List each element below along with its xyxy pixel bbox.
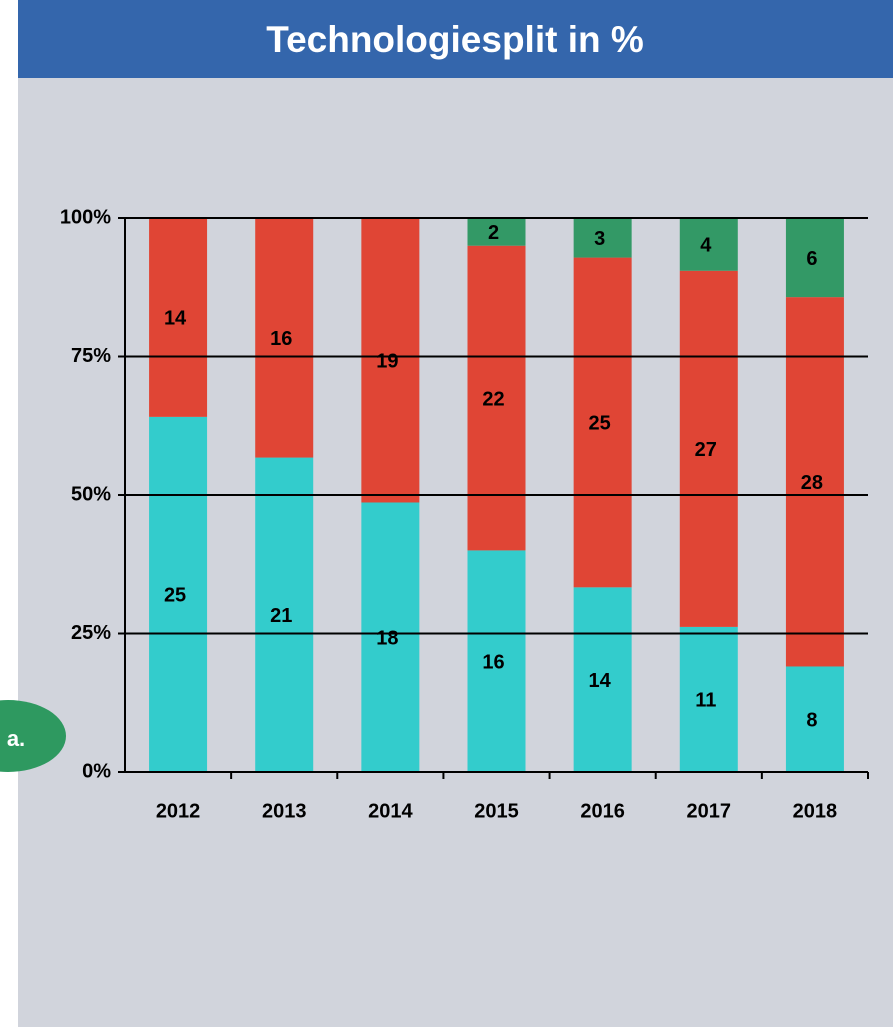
data-label: 28	[801, 472, 823, 494]
data-label: 27	[695, 439, 717, 461]
data-label: 25	[589, 413, 611, 435]
y-tick-label: 50%	[71, 483, 111, 505]
y-tick-label: 0%	[82, 760, 111, 782]
bar-segment	[573, 218, 632, 258]
bar-segment	[679, 218, 738, 271]
title-banner	[18, 0, 893, 78]
bar-segment	[679, 626, 738, 772]
data-label: 21	[270, 605, 292, 627]
x-tick-label: 2018	[793, 800, 838, 822]
data-label: 6	[806, 248, 817, 270]
data-label: 16	[482, 651, 504, 673]
data-label: 8	[806, 710, 817, 732]
data-label: 3	[594, 228, 605, 250]
bar-segment	[785, 297, 844, 667]
data-label: 14	[164, 308, 187, 330]
x-tick-label: 2017	[687, 800, 732, 822]
y-tick-label: 25%	[71, 622, 111, 644]
data-label: 19	[376, 351, 398, 373]
x-tick-label: 2014	[368, 800, 413, 822]
x-tick-label: 2012	[156, 800, 201, 822]
bar-segment	[573, 587, 632, 772]
bar-segment	[361, 502, 420, 772]
annotation: a.	[7, 726, 25, 751]
data-label: 14	[589, 670, 612, 692]
x-tick-label: 2016	[580, 800, 625, 822]
data-label: 25	[164, 585, 186, 607]
y-tick-label: 75%	[71, 345, 111, 367]
y-tick-label: 100%	[60, 206, 111, 228]
bar-segment	[361, 218, 420, 503]
data-label: 22	[482, 388, 504, 410]
annotation-bubble	[0, 700, 66, 772]
chart-title: Technologiesplit in %	[266, 19, 644, 60]
data-label: 16	[270, 328, 292, 350]
bar-segment	[785, 666, 844, 772]
bar-segment	[467, 550, 526, 772]
data-label: 18	[376, 628, 398, 650]
bar-segment	[573, 257, 632, 588]
x-tick-label: 2015	[474, 800, 519, 822]
bar-segment	[149, 218, 208, 417]
bar-segment	[785, 218, 844, 298]
data-label: 4	[700, 235, 712, 257]
bar-segment	[467, 245, 526, 551]
bar-segment	[255, 218, 314, 458]
bar-segment	[255, 457, 314, 772]
bar-segment	[679, 270, 738, 627]
bar-segment	[467, 218, 526, 246]
data-label: 11	[695, 690, 716, 712]
x-tick-label: 2013	[262, 800, 307, 822]
bar-segment	[149, 416, 208, 772]
data-label: 2	[488, 222, 499, 244]
